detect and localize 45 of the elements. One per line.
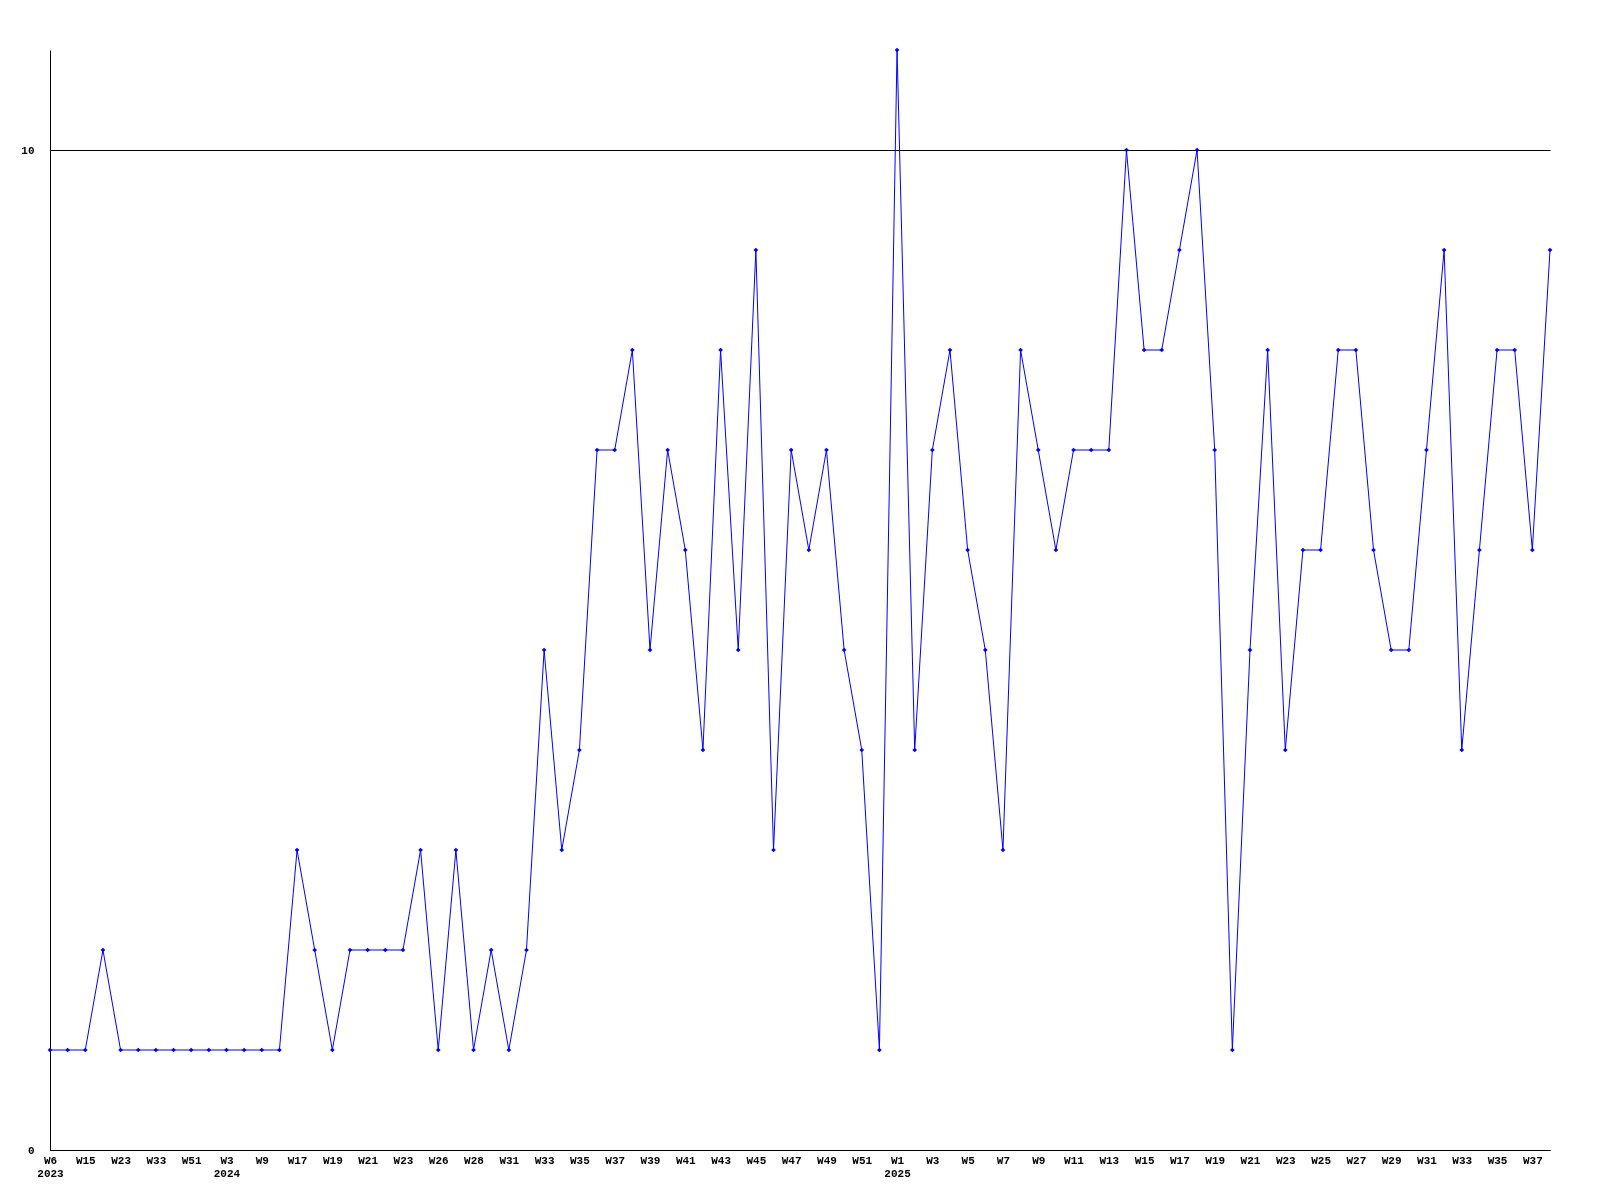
x-tick-label: W39 <box>640 1154 661 1167</box>
x-tick-label: W33 <box>534 1154 555 1167</box>
x-tick-label: W15 <box>1134 1154 1155 1167</box>
x-tick-label: W27 <box>1346 1154 1367 1167</box>
x-tick-label: W6 2023 <box>37 1154 65 1180</box>
x-tick-label: W5 <box>961 1154 976 1167</box>
x-tick-label: W37 <box>1522 1154 1543 1167</box>
x-tick-label: W29 <box>1381 1154 1402 1167</box>
x-tick-label: W1 2025 <box>884 1154 912 1180</box>
x-tick-label: W19 <box>1205 1154 1226 1167</box>
x-tick-label: W19 <box>322 1154 343 1167</box>
x-tick-label: W35 <box>1487 1154 1508 1167</box>
x-tick-label: W11 <box>1064 1154 1085 1167</box>
x-tick-label: W49 <box>817 1154 837 1167</box>
x-tick-label: W31 <box>499 1154 520 1167</box>
x-tick-label: W25 <box>1311 1154 1332 1167</box>
x-tick-label: W41 <box>675 1154 697 1167</box>
x-tick-label: W51 <box>181 1154 202 1167</box>
x-tick-label: W13 <box>1099 1154 1120 1167</box>
x-tick-label: W23 <box>111 1154 132 1167</box>
x-tick-label: W9 <box>255 1154 269 1167</box>
x-tick-label: W28 <box>464 1154 485 1167</box>
x-tick-label: W9 <box>1032 1154 1046 1167</box>
x-tick-label: W26 <box>428 1154 449 1167</box>
x-tick-label: W17 <box>1170 1154 1190 1167</box>
x-tick-label: W31 <box>1417 1154 1438 1167</box>
x-tick-label: W33 <box>146 1154 167 1167</box>
x-tick-label: W35 <box>570 1154 591 1167</box>
x-tick-label: W37 <box>605 1154 626 1167</box>
y-tick-label: 0 <box>27 1144 35 1157</box>
x-tick-label: W3 2024 <box>213 1154 241 1180</box>
x-tick-label: W23 <box>393 1154 414 1167</box>
x-tick-label: W7 <box>996 1154 1011 1167</box>
x-tick-label: W23 <box>1275 1154 1297 1167</box>
x-tick-label: W33 <box>1452 1154 1473 1167</box>
x-tick-label: W15 <box>75 1154 97 1167</box>
x-tick-label: W47 <box>781 1154 802 1167</box>
x-tick-label: W51 <box>852 1154 873 1167</box>
x-tick-label: W21 <box>358 1154 379 1167</box>
x-tick-label: W43 <box>711 1154 732 1167</box>
x-tick-label: W17 <box>287 1154 308 1167</box>
x-tick-label: W45 <box>746 1154 767 1167</box>
x-tick-label: W3 <box>926 1154 940 1167</box>
y-tick-label: 10 <box>21 144 35 157</box>
x-tick-label: W21 <box>1240 1154 1261 1167</box>
